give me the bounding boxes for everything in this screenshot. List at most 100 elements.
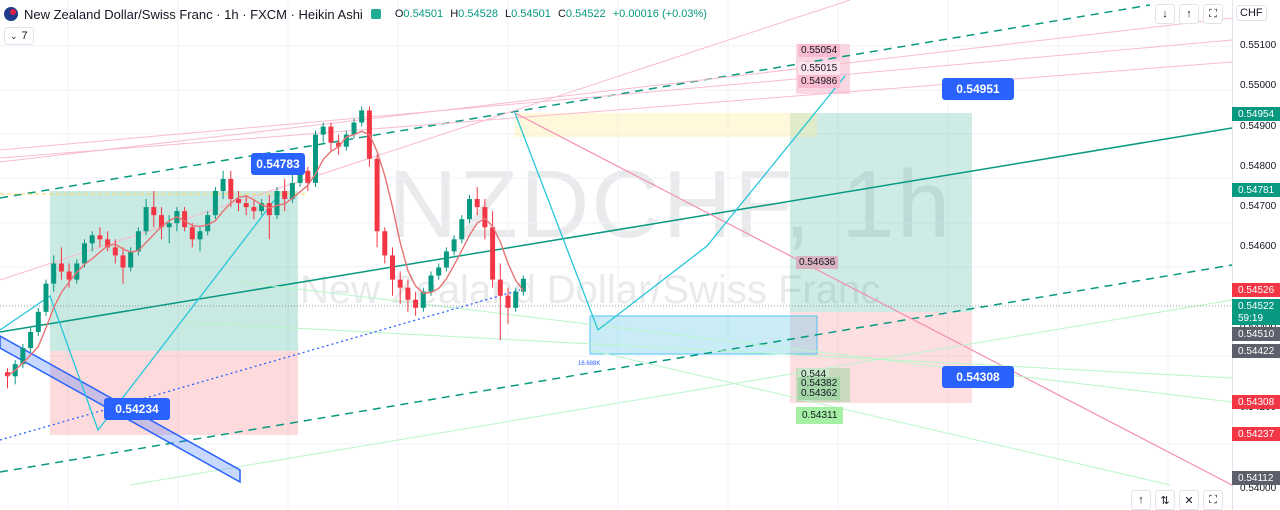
currency-selector[interactable]: CHF — [1236, 5, 1267, 21]
candle-body — [28, 331, 34, 349]
candle-body — [505, 295, 511, 308]
green-label-2: 0.54362 — [798, 387, 841, 400]
channel-top-dashed — [0, 4, 1151, 199]
candle-body — [151, 207, 157, 216]
moving-average-line — [7, 130, 524, 377]
candle-body — [43, 283, 49, 312]
price-axis[interactable] — [1232, 0, 1280, 510]
candle-body — [305, 170, 311, 183]
candle-body — [443, 251, 449, 268]
axis-tick: 0.55000 — [1240, 80, 1277, 92]
callout-0-54308[interactable]: 0.54308 — [942, 366, 1014, 388]
candle-body — [474, 199, 480, 208]
candle-body — [112, 247, 118, 256]
chart-canvas[interactable]: NZDCHF, 1h New Zealand Dollar/Swiss Fran… — [0, 0, 1232, 510]
candle-body — [397, 279, 403, 288]
swap-icon[interactable]: ⇅ — [1155, 490, 1175, 510]
candle-body — [97, 235, 103, 240]
candle-body — [297, 170, 303, 183]
demand-zone — [589, 315, 818, 355]
scroll-up-icon[interactable]: ↑ — [1131, 490, 1151, 510]
close-icon[interactable]: ✕ — [1179, 490, 1199, 510]
market-status-icon — [370, 9, 381, 19]
candle-body — [467, 199, 472, 220]
long-profit-zone — [50, 191, 298, 351]
currency-flag-icon — [4, 7, 18, 21]
pink-label-1: 0.55015 — [798, 62, 841, 75]
candle-body — [343, 134, 349, 147]
candle-body — [5, 372, 10, 377]
name-watermark: New Zealand Dollar/Swiss Franc — [300, 268, 881, 312]
callout-0-54234[interactable]: 0.54234 — [104, 398, 170, 420]
bottom-toolbar: ↑ ⇅ ✕ ⛶ — [1131, 490, 1223, 510]
candle-body — [89, 235, 95, 244]
candle-body — [336, 142, 342, 147]
candle-body — [159, 215, 164, 228]
symbol-header[interactable]: New Zealand Dollar/Swiss Franc · 1h · FX… — [4, 4, 707, 24]
candle-body — [405, 287, 411, 300]
indicators-toggle[interactable]: ⌄ 7 — [4, 27, 34, 45]
candle-body — [182, 211, 188, 228]
candle-body — [51, 263, 57, 284]
green-line-2 — [239, 281, 1232, 403]
open-value: 0.54501 — [403, 8, 444, 20]
price-badge: 0.54781 — [1232, 183, 1280, 197]
cyan-zigzag — [0, 192, 281, 432]
candle-body — [274, 190, 280, 216]
drawing-layer — [0, 0, 1232, 510]
arrow-up-icon[interactable]: ↑ — [1179, 4, 1199, 24]
price-badge: 0.54526 — [1232, 283, 1280, 297]
indicator-count: 7 — [21, 30, 28, 42]
candle-body — [282, 190, 288, 200]
pink-trend-4 — [0, 0, 851, 281]
axis-tick: 0.54600 — [1240, 241, 1277, 253]
candle-body — [105, 239, 111, 248]
price-badge: 0.54422 — [1232, 344, 1280, 358]
axis-tick: 0.54700 — [1240, 201, 1277, 213]
blue-dotted-line — [0, 289, 521, 441]
chevron-down-icon: ⌄ — [10, 30, 18, 41]
price-badge: 0.54522 — [1232, 299, 1280, 313]
pink-label-0: 0.55054 — [798, 44, 841, 57]
candle-body — [451, 239, 457, 252]
pink-label-2: 0.54986 — [798, 75, 841, 88]
candle-body — [220, 178, 226, 191]
callout-0-54951[interactable]: 0.54951 — [942, 78, 1014, 100]
price-plot[interactable] — [0, 0, 1232, 510]
top-toolbar: ↓ ↑ ⛶ — [1155, 4, 1223, 24]
expand-icon[interactable]: ⛶ — [1203, 490, 1223, 510]
pink-trend-2 — [0, 61, 1232, 159]
candle-body — [259, 203, 265, 212]
candle-body — [197, 231, 203, 240]
axis-tick: 0.54900 — [1240, 120, 1277, 132]
candle-body — [228, 178, 234, 200]
long-loss-zone — [50, 351, 298, 435]
candle-body — [351, 122, 357, 135]
close-value: 0.54522 — [565, 8, 606, 20]
ohlc-readout: O0.54501 H0.54528 L0.54501 C0.54522 +0.0… — [394, 8, 707, 20]
candle-body — [212, 190, 218, 216]
candle-body — [20, 348, 26, 365]
candle-body — [482, 207, 488, 228]
candle-body — [520, 278, 526, 292]
candle-body — [82, 243, 87, 264]
candle-body — [189, 227, 195, 240]
candle-body — [359, 110, 365, 123]
fullscreen-icon[interactable]: ⛶ — [1203, 4, 1223, 24]
supply-zone — [515, 113, 817, 137]
candle-body — [374, 158, 380, 232]
green-label-3: 0.54311 — [796, 407, 844, 424]
candle-body — [35, 311, 41, 332]
channel-bottom-dashed — [0, 264, 1232, 473]
candle-body — [251, 207, 257, 212]
candle-body — [66, 271, 72, 280]
price-badge: 0.54510 — [1232, 327, 1280, 341]
pink-down-trend — [514, 112, 1232, 486]
candle-body — [490, 227, 496, 280]
price-badge: 0.54308 — [1232, 395, 1280, 409]
symbol-title[interactable]: New Zealand Dollar/Swiss Franc · 1h · FX… — [24, 6, 363, 22]
callout-0-54783[interactable]: 0.54783 — [251, 153, 305, 175]
candle-body — [382, 231, 388, 256]
axis-tick: 0.54800 — [1240, 160, 1277, 172]
arrow-down-icon[interactable]: ↓ — [1155, 4, 1175, 24]
